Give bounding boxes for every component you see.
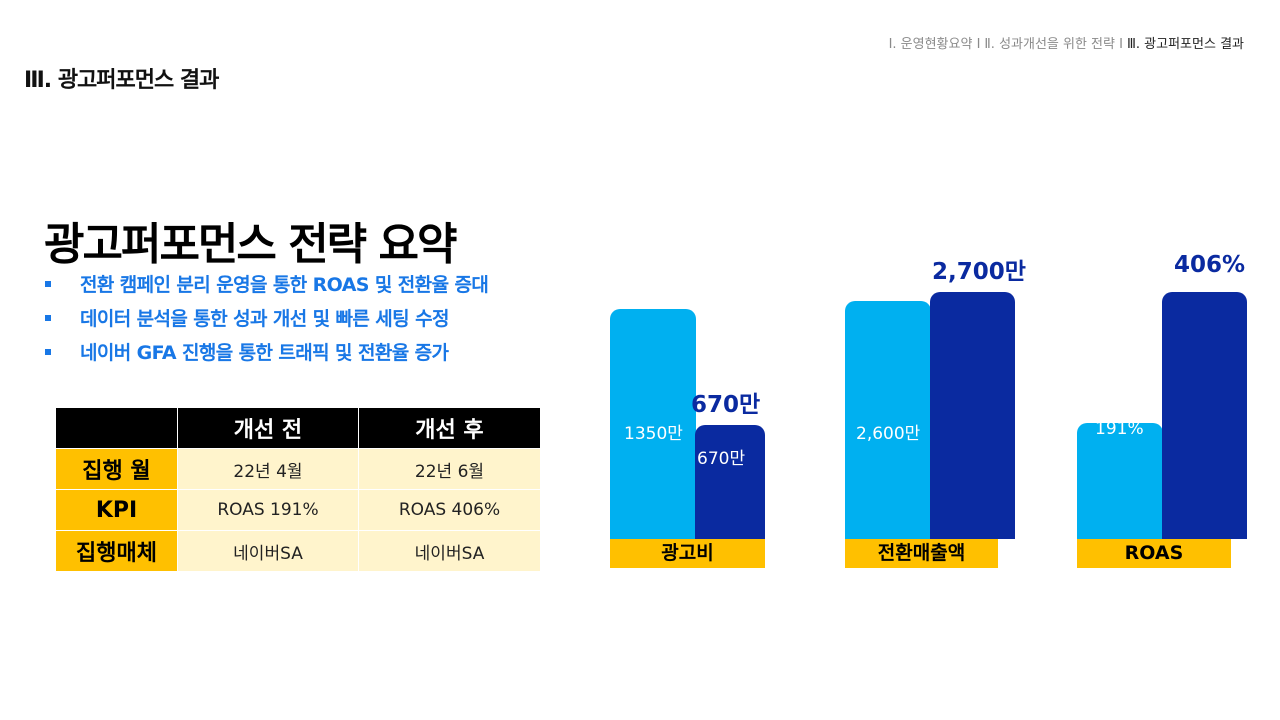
bullet-square-icon [45,281,51,287]
section-title: Ⅲ. 광고퍼포먼스 결과 [24,68,219,93]
bar-after [930,292,1015,539]
table-row: KPI ROAS 191% ROAS 406% [55,489,541,531]
bar-after [1162,292,1247,539]
bar-before [1077,423,1163,539]
bar-before [845,301,931,539]
table-row: 집행매체 네이버SA 네이버SA [55,530,541,572]
bar-top-label: 2,700만 [932,259,1026,285]
category-label: ROAS [1077,539,1231,568]
after-value: ROAS 406% [358,489,541,531]
bullet-text: 전환 캠페인 분리 운영을 통한 ROAS 및 전환율 증대 [80,274,489,296]
table-header-cell: 개선 전 [177,407,359,449]
bar-value-label: 1350만 [624,424,683,444]
bullet-square-icon [45,315,51,321]
nav-item-results[interactable]: Ⅲ. 광고퍼포먼스 결과 [1126,37,1244,52]
row-label: 집행매체 [55,530,178,572]
page-title: 광고퍼포먼스 전략 요약 [44,219,457,270]
bar-before [610,309,696,539]
bar-top-label: 406% [1174,252,1246,278]
nav-item-overview[interactable]: Ⅰ. 운영현황요약 Ⅰ [888,37,981,52]
comparison-table: 개선 전 개선 후 집행 월 22년 4월 22년 6월 KPI ROAS 19… [55,407,541,572]
bar-value-label: 2,600만 [856,424,921,444]
row-label: KPI [55,489,178,531]
before-value: 네이버SA [177,530,359,572]
category-label: 광고비 [610,539,765,568]
category-label: 전환매출액 [845,539,998,568]
nav-item-strategy[interactable]: Ⅱ. 성과개선을 위한 전략 Ⅰ [984,37,1123,52]
bullet-item: 네이버 GFA 진행을 통한 트래픽 및 전환율 증가 [44,338,488,372]
bullet-square-icon [45,349,51,355]
table-header-cell: 개선 후 [358,407,541,449]
table-header-cell [55,407,178,449]
row-label: 집행 월 [55,448,178,490]
bar-after [695,425,765,539]
breadcrumb-nav: Ⅰ. 운영현황요약 Ⅰ Ⅱ. 성과개선을 위한 전략 Ⅰ Ⅲ. 광고퍼포먼스 결… [889,33,1244,52]
summary-bullet-list: 전환 캠페인 분리 운영을 통한 ROAS 및 전환율 증대 데이터 분석을 통… [44,270,489,372]
bar-value-label: 191% [1095,419,1144,439]
table-header-row: 개선 전 개선 후 [55,407,541,449]
bullet-item: 데이터 분석을 통한 성과 개선 및 빠른 세팅 수정 [44,304,488,338]
bullet-item: 전환 캠페인 분리 운영을 통한 ROAS 및 전환율 증대 [44,270,489,304]
bar-value-label: 670만 [697,449,746,469]
bullet-text: 네이버 GFA 진행을 통한 트래픽 및 전환율 증가 [80,342,449,364]
before-value: 22년 4월 [177,448,359,490]
bullet-text: 데이터 분석을 통한 성과 개선 및 빠른 세팅 수정 [80,308,449,330]
bar-top-label: 670만 [691,392,761,418]
table-row: 집행 월 22년 4월 22년 6월 [55,448,541,490]
after-value: 네이버SA [358,530,541,572]
